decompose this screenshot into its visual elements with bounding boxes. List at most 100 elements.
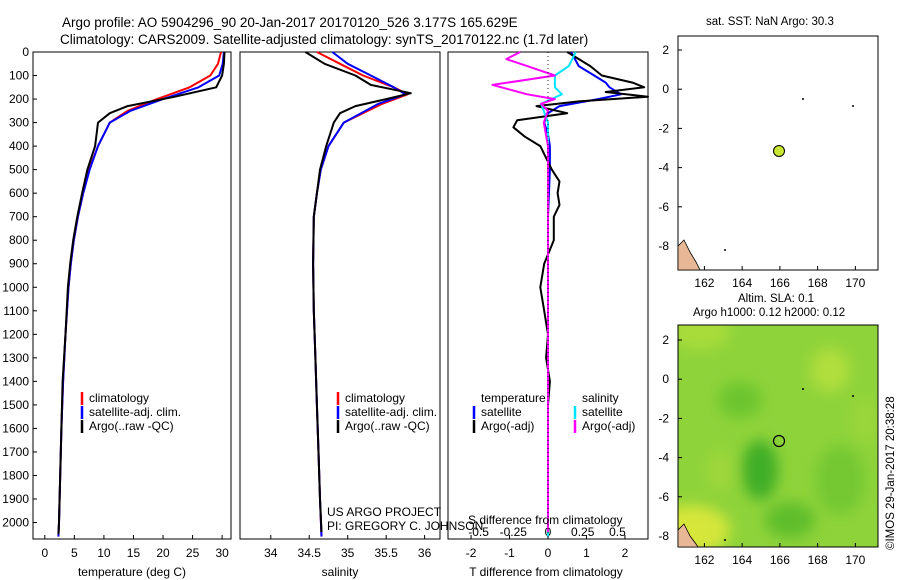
t-difference-xlabel: T difference from climatology: [469, 565, 623, 579]
series-line-salinity-satellite: [540, 51, 577, 537]
legend-label-satellite: satellite-adj. clim.: [345, 405, 437, 419]
legend-heading-salinity: salinity: [582, 391, 619, 405]
map-y-tick-label: -8: [658, 529, 669, 543]
x-tick-label: 36: [418, 546, 432, 560]
figure-title-line2: Climatology: CARS2009. Satellite-adjuste…: [60, 32, 588, 47]
series-line-temperature-satellite: [543, 51, 623, 537]
depth-tick-label: 1600: [2, 421, 29, 435]
map-y-tick-label: -6: [658, 490, 669, 504]
sst-island-dot: [802, 98, 804, 100]
map-y-tick-label: -8: [658, 239, 669, 253]
x-tick-label: 34: [264, 546, 278, 560]
legend-label-satellite: satellite-adj. clim.: [89, 405, 181, 419]
map-y-tick-label: -2: [658, 121, 669, 135]
salinity-series: [304, 51, 412, 537]
sla-map-axes: 162 164 166 168 170 2 0 -2 -4 -6 -8: [658, 333, 865, 567]
series-line-argo-raw-qc-: [304, 51, 412, 532]
depth-tick-label: 500: [9, 163, 29, 177]
map-y-tick-label: -4: [658, 161, 669, 175]
legend-label-sal-satellite: satellite: [582, 405, 623, 419]
legend-heading-temperature: temperature: [481, 391, 546, 405]
sst-float-marker: [773, 145, 785, 157]
project-line2: PI: GREGORY C. JOHNSON: [327, 519, 483, 533]
depth-tick-label: 1400: [2, 374, 29, 388]
depth-tick-label: 1300: [2, 351, 29, 365]
salinity-xlabel: salinity: [322, 565, 359, 579]
salinity-panel-frame: [239, 51, 441, 540]
imos-timestamp: ©IMOS 29-Jan-2017 20:38:28: [885, 396, 897, 550]
depth-tick-label: 700: [9, 210, 29, 224]
x-tick-label: 20: [156, 546, 170, 560]
x-tick-label: -1: [504, 546, 515, 560]
legend-label-climatology: climatology: [345, 391, 405, 405]
map-y-tick-label: -4: [658, 451, 669, 465]
map-x-tick-label: 164: [732, 276, 752, 290]
series-line-satellite-adj-clim-: [312, 51, 407, 537]
series-line-argo-raw-qc-: [57, 51, 226, 535]
map-y-tick-label: 2: [662, 333, 669, 347]
x-tick-label: 0: [41, 546, 48, 560]
legend-label-sal-argo: Argo(-adj): [582, 419, 635, 433]
x-tick-label: 35.5: [374, 546, 398, 560]
sla-map-frame: [677, 324, 879, 548]
s-diff-tick-label: -0.25: [500, 525, 528, 539]
map-x-tick-label: 168: [808, 553, 828, 567]
legend-label-climatology: climatology: [89, 391, 149, 405]
map-x-tick-label: 170: [845, 276, 865, 290]
depth-tick-label: 1000: [2, 280, 29, 294]
s-difference-label: S difference from climatology: [468, 513, 623, 527]
series-line-temperature-argo-adj-: [512, 51, 649, 535]
figure-title-line1: Argo profile: AO 5904296_90 20-Jan-2017 …: [62, 15, 518, 30]
temperature-xlabel: temperature (deg C): [78, 565, 186, 579]
depth-tick-label: 1700: [2, 445, 29, 459]
map-y-tick-label: -2: [658, 411, 669, 425]
depth-tick-label: 400: [9, 139, 29, 153]
sla-island-dot: [724, 539, 726, 541]
sst-map-title: sat. SST: NaN Argo: 30.3: [706, 16, 834, 28]
sla-island-dot: [802, 388, 804, 390]
depth-axis: 0 100 200 300 400 500 600 700 800 900 1000 1100 1200…: [2, 45, 37, 530]
sla-field: [678, 325, 878, 547]
legend-label-temp-satellite: satellite: [481, 405, 522, 419]
map-x-tick-label: 166: [770, 276, 790, 290]
legend-label-argo: Argo(..raw -QC): [345, 419, 430, 433]
depth-tick-label: 1500: [2, 398, 29, 412]
depth-tick-label: 1900: [2, 492, 29, 506]
x-tick-label: 35: [341, 546, 355, 560]
difference-series: [491, 51, 649, 537]
series-line-climatology: [312, 51, 409, 537]
depth-tick-label: 2000: [2, 516, 29, 530]
sst-map-land: [677, 239, 701, 271]
s-diff-tick-label: -0.5: [468, 525, 489, 539]
series-line-satellite-adj-clim-: [57, 51, 225, 537]
salinity-legend: climatology satellite-adj. clim. Argo(..…: [336, 391, 437, 433]
sst-island-dot: [852, 105, 854, 107]
temperature-panel-frame: [32, 51, 232, 540]
map-y-tick-label: 0: [662, 372, 669, 386]
sla-island-dot: [852, 395, 854, 397]
map-x-tick-label: 170: [845, 553, 865, 567]
sst-map-axes: 162 164 166 168 170 2 0 -2 -4 -6 -8: [658, 43, 865, 290]
sla-float-marker: [772, 434, 786, 448]
project-line1: US ARGO PROJECT: [327, 505, 442, 519]
sla-map-title-line2: Argo h1000: 0.12 h2000: 0.12: [693, 307, 845, 319]
x-tick-label: 10: [97, 546, 111, 560]
sla-map-land: [677, 523, 699, 548]
map-x-tick-label: 162: [694, 276, 714, 290]
depth-tick-label: 300: [9, 116, 29, 130]
x-tick-label: 30: [215, 546, 229, 560]
depth-tick-label: 800: [9, 233, 29, 247]
map-x-tick-label: 168: [808, 276, 828, 290]
depth-tick-label: 0: [22, 45, 29, 59]
depth-tick-label: 900: [9, 257, 29, 271]
temperature-legend: climatology satellite-adj. clim. Argo(..…: [80, 391, 181, 433]
difference-legend: temperature satellite Argo(-adj) salinit…: [472, 391, 635, 433]
s-diff-tick-label: 0.5: [609, 525, 626, 539]
map-y-tick-label: -6: [658, 200, 669, 214]
map-y-tick-label: 0: [662, 82, 669, 96]
x-tick-label: -2: [466, 546, 477, 560]
legend-label-temp-argo: Argo(-adj): [481, 419, 534, 433]
x-tick-label: 5: [71, 546, 78, 560]
depth-tick-label: 1200: [2, 327, 29, 341]
